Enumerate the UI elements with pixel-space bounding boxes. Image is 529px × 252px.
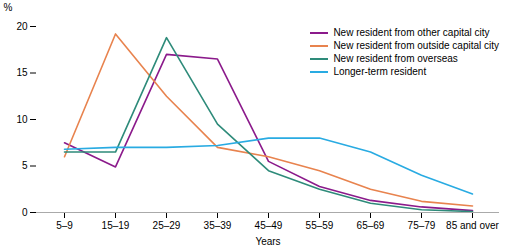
svg-text:85 and over: 85 and over xyxy=(446,220,499,231)
svg-text:15–19: 15–19 xyxy=(102,220,130,231)
svg-text:15: 15 xyxy=(16,67,28,78)
svg-text:10: 10 xyxy=(16,114,28,125)
svg-text:45–49: 45–49 xyxy=(255,220,283,231)
svg-text:5: 5 xyxy=(22,160,28,171)
svg-text:5–9: 5–9 xyxy=(56,220,73,231)
svg-text:75–79: 75–79 xyxy=(408,220,436,231)
html-text:Longer-term resident: Longer-term resident xyxy=(333,66,427,77)
html-text:New resident from outside capi: New resident from outside capital city xyxy=(333,40,499,51)
svg-text:25–29: 25–29 xyxy=(153,220,181,231)
svg-text:35–39: 35–39 xyxy=(204,220,232,231)
svg-text:65–69: 65–69 xyxy=(357,220,385,231)
svg-text:Years: Years xyxy=(255,236,280,247)
svg-text:%: % xyxy=(4,2,13,13)
html-text:New resident from other capita: New resident from other capital city xyxy=(333,27,490,38)
html-text:New resident from overseas: New resident from overseas xyxy=(333,53,458,64)
svg-text:55–59: 55–59 xyxy=(306,220,334,231)
svg-text:20: 20 xyxy=(16,21,28,32)
svg-text:0: 0 xyxy=(22,207,28,218)
